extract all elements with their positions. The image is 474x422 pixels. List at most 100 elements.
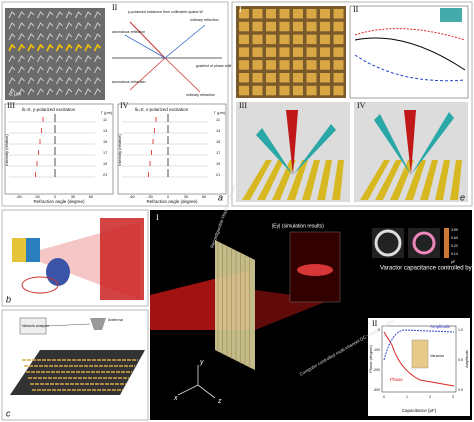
gold-cell (266, 9, 276, 19)
gold-cell (279, 60, 290, 70)
label: 11 (103, 118, 107, 122)
antenna (65, 66, 73, 74)
label: 0.14 (451, 252, 458, 256)
gold-cell (306, 34, 317, 45)
antenna (8, 43, 16, 52)
gold-cell (306, 60, 317, 70)
label: Antenna (108, 317, 124, 322)
antenna (75, 22, 82, 30)
gold-cell (266, 60, 276, 70)
stripe (332, 160, 344, 200)
varactor-icon (411, 339, 429, 369)
label: y (199, 359, 204, 366)
stripe (375, 160, 402, 200)
lens-grid (217, 242, 250, 369)
antenna (27, 55, 35, 63)
label: gradient of phase shift (196, 64, 231, 68)
curve-red (354, 28, 466, 41)
label: 11 (216, 118, 220, 122)
antenna (94, 22, 101, 30)
gold-cell (252, 85, 263, 96)
antenna (56, 33, 63, 41)
anomalous-reflection-ray (124, 34, 166, 59)
label: ordinary refraction (186, 93, 215, 97)
gold-cells (239, 9, 344, 96)
gold-cell (320, 73, 330, 83)
antenna (84, 77, 92, 85)
mode-ring-1 (374, 229, 402, 257)
antenna (65, 43, 73, 52)
label: anomalous reflection (112, 30, 145, 34)
antenna (94, 66, 101, 74)
label: Γ (μm) (101, 111, 113, 115)
antenna (75, 55, 82, 63)
antenna (94, 55, 101, 63)
antenna (37, 22, 44, 30)
label: Phase (390, 377, 403, 382)
gold-cell (306, 73, 317, 83)
gold-cell (333, 85, 344, 96)
label: 0.0 (458, 388, 463, 392)
stripe (435, 160, 450, 200)
antenna (37, 66, 44, 74)
gold-cell (306, 47, 317, 57)
arrow (293, 124, 336, 175)
gold-cell (333, 34, 344, 45)
gold-cell (333, 73, 344, 83)
antenna (94, 88, 101, 96)
loop (21, 276, 59, 294)
antenna (27, 88, 35, 96)
label: Intensity (relative) (117, 134, 122, 166)
antenna (8, 11, 16, 19)
antenna (84, 88, 92, 96)
label: 19 (216, 162, 220, 166)
gold-cell (252, 21, 263, 32)
gold-cell (239, 73, 249, 83)
stripe (360, 160, 390, 200)
curve-blue (354, 54, 466, 82)
antenna (27, 11, 35, 19)
label: 15 (103, 140, 107, 144)
antenna (8, 88, 16, 96)
gold-cell (293, 34, 303, 45)
antenna (36, 43, 45, 52)
stripe (405, 160, 426, 200)
antenna (84, 22, 92, 30)
antenna (65, 88, 73, 96)
gold-cell (279, 9, 290, 19)
ordinary-refraction-ray (164, 57, 201, 93)
antenna (65, 33, 73, 41)
antenna (84, 55, 92, 63)
label: -60 (16, 195, 22, 199)
label: 21 (103, 173, 107, 177)
label: pF (451, 260, 455, 264)
incident-beam (129, 21, 166, 59)
sem-image (5, 8, 105, 100)
gold-cell (266, 34, 276, 45)
gold-cell (293, 9, 303, 19)
antenna (46, 66, 54, 74)
antenna (37, 77, 44, 85)
arrow (256, 128, 293, 175)
label: 19 (103, 162, 107, 166)
antenna (56, 77, 63, 85)
label: 30 (184, 195, 188, 199)
antenna (94, 11, 101, 19)
label: a (218, 192, 223, 202)
antenna (84, 33, 92, 41)
stripes (22, 359, 138, 391)
label: b (6, 294, 11, 304)
label: Γ (μm) (214, 111, 226, 115)
spectra (9, 114, 208, 178)
label: θᵢ=0, x-polarized excitation (135, 107, 189, 112)
label: c (6, 408, 11, 418)
gold-cell (293, 73, 303, 83)
label: 60 (202, 195, 206, 199)
antenna (65, 55, 73, 63)
antenna (37, 55, 44, 63)
gold-cell (293, 47, 303, 57)
antenna (56, 88, 63, 96)
antenna (18, 22, 25, 30)
antenna (46, 55, 54, 63)
